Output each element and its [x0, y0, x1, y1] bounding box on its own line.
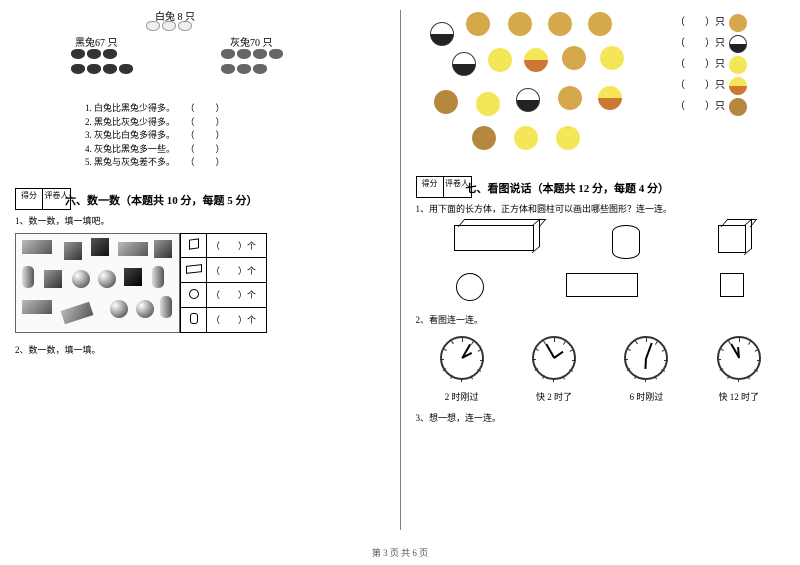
- panda-icon: [452, 52, 476, 76]
- panda-icon: [729, 35, 747, 53]
- blank[interactable]: （: [175, 143, 205, 157]
- clock-2-label: 快 2 时了: [532, 390, 576, 403]
- clock-face: [440, 336, 484, 380]
- clock-face: [532, 336, 576, 380]
- blank[interactable]: （: [175, 102, 205, 116]
- cuboid-count-blank[interactable]: （ ）个: [207, 258, 267, 283]
- rooster-count-blank[interactable]: （ ）只: [675, 75, 725, 96]
- duck-icon: [488, 48, 512, 72]
- animal-scatter: [416, 8, 646, 158]
- panda-count-blank[interactable]: （ ）只: [675, 33, 725, 54]
- blank[interactable]: （: [175, 129, 205, 143]
- bear-icon: [562, 46, 586, 70]
- shapes-figure: （ ）个 （ ）个 （ ）个 （ ）个: [15, 233, 385, 333]
- circle-2d: [456, 273, 484, 301]
- grey-rabbit-label: 灰兔70 只: [230, 34, 273, 49]
- right-column: （ ）只 （ ）只 （ ）只 （ ）只 （ ）只 得分 评卷人 七、看图说话（本…: [401, 0, 800, 540]
- bear-icon: [588, 12, 612, 36]
- bear-icon: [548, 12, 572, 36]
- blank[interactable]: ）: [205, 102, 235, 116]
- rectangle-2d: [566, 273, 638, 297]
- clock-4: 快 12 时了: [717, 336, 761, 403]
- monkey-count-blank[interactable]: （ ）只: [675, 96, 725, 117]
- score-label: 得分: [15, 188, 43, 210]
- left-column: 白兔 8 只 黑兔67 只 灰兔70 只 1. 白兔比黑兔少得多。（） 2. 黑…: [0, 0, 400, 540]
- blank[interactable]: （: [175, 156, 205, 170]
- sphere-icon: [181, 283, 207, 308]
- section-7-sub3: 3、想一想，连一连。: [416, 411, 786, 424]
- bear-icon: [508, 12, 532, 36]
- clock-1: 2 时刚过: [440, 336, 484, 403]
- monkey-icon: [472, 126, 496, 150]
- section-6-title: 六、数一数（本题共 10 分，每题 5 分）: [65, 192, 385, 208]
- square-2d: [720, 273, 744, 297]
- cylinder-3d: [612, 225, 640, 259]
- score-label: 得分: [416, 176, 444, 198]
- cube-3d: [718, 225, 746, 253]
- panda-icon: [516, 88, 540, 112]
- page: 白兔 8 只 黑兔67 只 灰兔70 只 1. 白兔比黑兔少得多。（） 2. 黑…: [0, 0, 800, 540]
- blank[interactable]: ）: [205, 116, 235, 130]
- clock-3: 6 时刚过: [624, 336, 668, 403]
- bear-icon: [558, 86, 582, 110]
- flat-shapes-row: [416, 273, 786, 301]
- monkey-icon: [729, 98, 747, 116]
- clock-face: [624, 336, 668, 380]
- clock-4-label: 快 12 时了: [717, 390, 761, 403]
- section-6-sub1: 1、数一数，填一填吧。: [15, 214, 385, 227]
- duck-icon: [514, 126, 538, 150]
- black-rabbit-cluster: [70, 48, 134, 78]
- section-7-title: 七、看图说话（本题共 12 分，每题 4 分）: [466, 180, 786, 196]
- section-7-sub1: 1、用下面的长方体，正方体和圆柱可以画出哪些图形？连一连。: [416, 202, 786, 215]
- statement-5: 5. 黑兔与灰兔差不多。: [85, 157, 175, 167]
- duck-icon: [476, 92, 500, 116]
- bear-icon: [466, 12, 490, 36]
- cyl-count-blank[interactable]: （ ）个: [207, 307, 267, 332]
- shapes-image: [15, 233, 180, 333]
- blank[interactable]: ）: [205, 143, 235, 157]
- blank[interactable]: （: [175, 116, 205, 130]
- bear-icon: [729, 14, 747, 32]
- statement-3: 3. 灰兔比白兔多得多。: [85, 130, 175, 140]
- section-7-sub2: 2、看图连一连。: [416, 313, 786, 326]
- rooster-icon: [598, 86, 622, 110]
- animal-answer-column: （ ）只 （ ）只 （ ）只 （ ）只 （ ）只: [675, 12, 785, 117]
- shape-count-table: （ ）个 （ ）个 （ ）个 （ ）个: [180, 233, 267, 333]
- animal-count-area: （ ）只 （ ）只 （ ）只 （ ）只 （ ）只: [416, 8, 786, 158]
- clock-3-label: 6 时刚过: [624, 390, 668, 403]
- rooster-icon: [524, 48, 548, 72]
- statement-2: 2. 黑兔比灰兔少得多。: [85, 117, 175, 127]
- clock-1-label: 2 时刚过: [440, 390, 484, 403]
- bear-count-blank[interactable]: （ ）只: [675, 12, 725, 33]
- rabbit-statements: 1. 白兔比黑兔少得多。（） 2. 黑兔比灰兔少得多。（） 3. 灰兔比白兔多得…: [85, 102, 385, 170]
- black-rabbit-label: 黑兔67 只: [75, 34, 118, 49]
- cuboid-icon: [181, 258, 207, 283]
- statement-1: 1. 白兔比黑兔少得多。: [85, 103, 175, 113]
- sphere-count-blank[interactable]: （ ）个: [207, 283, 267, 308]
- duck-count-blank[interactable]: （ ）只: [675, 54, 725, 75]
- statement-4: 4. 灰兔比黑兔多一些。: [85, 144, 175, 154]
- panda-icon: [430, 22, 454, 46]
- solids-row: [416, 225, 786, 259]
- clock-2: 快 2 时了: [532, 336, 576, 403]
- cube-icon: [181, 233, 207, 258]
- grey-rabbit-cluster: [220, 48, 284, 78]
- duck-icon: [556, 126, 580, 150]
- duck-icon: [600, 46, 624, 70]
- monkey-icon: [434, 90, 458, 114]
- cube-count-blank[interactable]: （ ）个: [207, 233, 267, 258]
- rabbit-figure: 白兔 8 只 黑兔67 只 灰兔70 只: [15, 8, 385, 98]
- cylinder-icon: [181, 307, 207, 332]
- blank[interactable]: ）: [205, 129, 235, 143]
- rooster-icon: [729, 77, 747, 95]
- cuboid-3d: [454, 225, 534, 251]
- white-rabbit-cluster: [145, 20, 193, 35]
- clock-face: [717, 336, 761, 380]
- clock-row: 2 时刚过 快 2 时了 6 时刚过 快 12 时了: [416, 336, 786, 403]
- section-6-sub2: 2、数一数，填一填。: [15, 343, 385, 356]
- page-footer: 第 3 页 共 6 页: [0, 546, 800, 559]
- duck-icon: [729, 56, 747, 74]
- blank[interactable]: ）: [205, 156, 235, 170]
